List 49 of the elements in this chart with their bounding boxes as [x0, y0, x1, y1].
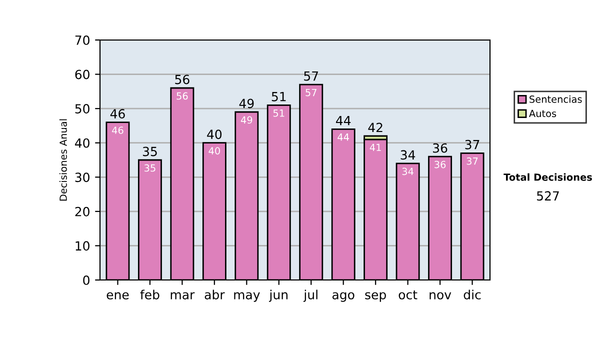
- total-label: 40: [207, 130, 222, 140]
- x-tick-label: nov: [430, 292, 452, 300]
- x-tick-label: mar: [170, 292, 195, 300]
- data-label: 51: [273, 110, 284, 117]
- data-label: 34: [402, 168, 414, 176]
- x-tick-label: abr: [204, 290, 225, 300]
- x-tick-label: ago: [332, 292, 354, 302]
- legend-label: Sentencias: [530, 95, 582, 103]
- y-tick-label: 30: [75, 172, 90, 182]
- x-tick-label: oct: [398, 290, 418, 300]
- y-tick-label: 0: [83, 275, 90, 285]
- total-label: 57: [304, 71, 318, 81]
- total-label: 56: [175, 74, 190, 84]
- x-tick-label: feb: [140, 290, 160, 300]
- y-tick-label: 50: [75, 104, 90, 114]
- x-tick-label: ene: [106, 292, 129, 300]
- total-label: 49: [239, 98, 254, 108]
- x-tick-label: jul: [303, 290, 318, 302]
- total-label: 46: [110, 109, 125, 118]
- x-tick-label: sep: [365, 292, 386, 302]
- x-tick-label: may: [234, 292, 260, 302]
- total-label: 51: [272, 92, 286, 102]
- data-label: 46: [112, 126, 124, 134]
- y-tick-label: 60: [75, 70, 90, 80]
- y-tick-label: 40: [74, 138, 90, 148]
- data-label: 35: [144, 164, 156, 172]
- total-label: 42: [368, 122, 382, 132]
- data-label: 40: [208, 147, 220, 154]
- data-label: 41: [370, 144, 381, 151]
- x-tick-label: dic: [464, 290, 481, 300]
- total-label: 44: [336, 116, 351, 126]
- total-label: 36: [433, 143, 448, 153]
- y-tick-label: 10: [76, 241, 90, 251]
- y-tick-label: 20: [75, 206, 90, 216]
- data-label: 37: [466, 157, 478, 165]
- data-label: 56: [176, 92, 188, 100]
- text: Total Decisiones: [504, 173, 592, 181]
- data-label: 36: [434, 160, 446, 168]
- total-label: 34: [400, 150, 416, 160]
- data-label: 57: [306, 88, 316, 96]
- data-label: 44: [338, 134, 349, 141]
- y-tick-label: 70: [75, 35, 90, 45]
- total-label: 35: [142, 146, 157, 156]
- data-label: 49: [240, 116, 252, 124]
- legend-label: Autos: [529, 110, 556, 118]
- x-tick-label: jun: [269, 290, 288, 302]
- total-label: 37: [465, 140, 480, 150]
- text: 527: [537, 191, 559, 201]
- y-axis-title: Decisiones Anual: [59, 119, 67, 201]
